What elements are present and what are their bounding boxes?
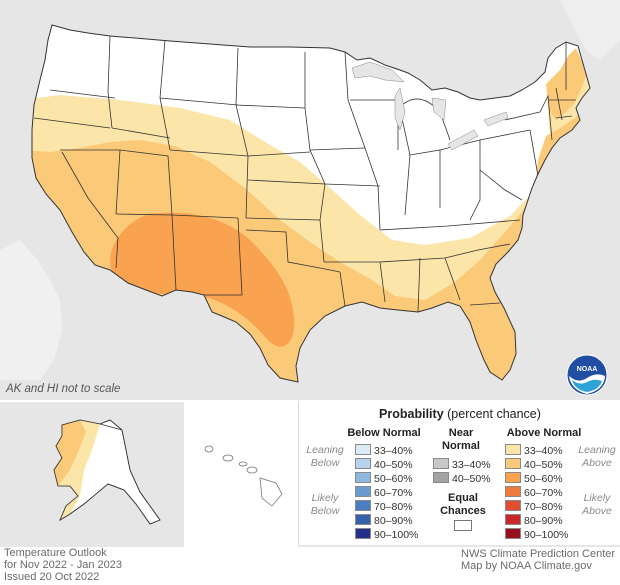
below-normal-swatch bbox=[355, 514, 371, 525]
below-normal-swatch bbox=[355, 458, 371, 469]
below-normal-row: 90–100% bbox=[355, 528, 419, 541]
below-normal-label: 80–90% bbox=[374, 515, 413, 527]
leaning-below-label: Leaning Below bbox=[306, 444, 344, 469]
leaning-above-label: Leaning Above bbox=[578, 444, 616, 469]
hawaii-inset bbox=[186, 401, 298, 547]
caption-issued-date: Issued 20 Oct 2022 bbox=[4, 571, 100, 583]
above-normal-label: 33–40% bbox=[524, 445, 563, 457]
equal-chances-heading-1: Equal bbox=[448, 492, 478, 504]
canada-east-land bbox=[560, 0, 620, 60]
above-normal-label: 90–100% bbox=[524, 529, 569, 541]
credit-line-1: NWS Climate Prediction Center bbox=[461, 548, 616, 560]
above-normal-row: 80–90% bbox=[505, 514, 563, 527]
above-normal-heading: Above Normal bbox=[506, 427, 582, 439]
below-normal-heading: Below Normal bbox=[347, 427, 421, 439]
above-normal-swatch bbox=[505, 472, 521, 483]
above-normal-swatch bbox=[505, 486, 521, 497]
below-normal-label: 60–70% bbox=[374, 487, 413, 499]
caption-line-1: Temperature Outlook bbox=[4, 547, 107, 559]
lake-superior bbox=[351, 61, 405, 83]
below-normal-label: 70–80% bbox=[374, 501, 413, 513]
near-normal-row: 33–40% bbox=[433, 458, 491, 471]
lake-michigan bbox=[394, 87, 406, 131]
near-normal-heading-2: Normal bbox=[442, 440, 480, 452]
equal-chances-heading-2: Chances bbox=[440, 505, 486, 517]
below-normal-swatch bbox=[355, 500, 371, 511]
hawaii-islands bbox=[204, 445, 283, 507]
below-normal-row: 33–40% bbox=[355, 444, 413, 457]
above-normal-label: 80–90% bbox=[524, 515, 563, 527]
below-normal-row: 40–50% bbox=[355, 458, 413, 471]
near-normal-label: 33–40% bbox=[452, 459, 491, 471]
above-normal-row: 70–80% bbox=[505, 500, 563, 513]
state-boundaries bbox=[33, 35, 576, 313]
below-normal-swatch bbox=[355, 472, 371, 483]
noaa-logo-text: NOAA bbox=[577, 366, 598, 373]
below-normal-row: 80–90% bbox=[355, 514, 413, 527]
below-normal-label: 40–50% bbox=[374, 459, 413, 471]
above-normal-swatch bbox=[505, 444, 521, 455]
below-normal-swatch bbox=[355, 444, 371, 455]
above-normal-label: 40–50% bbox=[524, 459, 563, 471]
below-normal-row: 50–60% bbox=[355, 472, 413, 485]
pacific-ocean-area bbox=[0, 240, 62, 380]
outlook-caption: Temperature Outlook for Nov 2022 - Jan 2… bbox=[4, 547, 122, 583]
near-normal-label: 40–50% bbox=[452, 473, 491, 485]
above-normal-swatch bbox=[505, 514, 521, 525]
likely-above-label: Likely Above bbox=[582, 492, 612, 517]
above-normal-row: 40–50% bbox=[505, 458, 563, 471]
likely-below-label: Likely Below bbox=[310, 492, 340, 517]
above-normal-swatch bbox=[505, 528, 521, 539]
near-normal-heading-1: Near bbox=[448, 427, 474, 439]
above-normal-label: 50–60% bbox=[524, 473, 563, 485]
above-normal-label: 70–80% bbox=[524, 501, 563, 513]
lake-ontario bbox=[483, 111, 509, 127]
above-normal-row: 90–100% bbox=[505, 528, 569, 541]
below-normal-swatch bbox=[355, 528, 371, 539]
above-normal-row: 60–70% bbox=[505, 486, 563, 499]
below-normal-swatch bbox=[355, 486, 371, 497]
credit-caption: NWS Climate Prediction Center Map by NOA… bbox=[461, 548, 615, 572]
below-normal-label: 90–100% bbox=[374, 529, 419, 541]
conus-outline bbox=[31, 24, 591, 383]
probability-legend: Probability (percent chance) Below Norma… bbox=[298, 401, 620, 545]
legend-title: Probability (percent chance) bbox=[379, 407, 541, 421]
lake-huron bbox=[431, 97, 447, 121]
lake-erie bbox=[447, 129, 479, 151]
equal-chances-swatch bbox=[454, 520, 472, 531]
below-normal-row: 60–70% bbox=[355, 486, 413, 499]
above-normal-swatch bbox=[505, 458, 521, 469]
near-normal-swatch bbox=[433, 472, 449, 483]
above-normal-swatch bbox=[505, 500, 521, 511]
below-normal-row: 70–80% bbox=[355, 500, 413, 513]
above-normal-row: 33–40% bbox=[505, 444, 563, 457]
below-normal-label: 50–60% bbox=[374, 473, 413, 485]
near-normal-swatch bbox=[433, 458, 449, 469]
above-normal-label: 60–70% bbox=[524, 487, 563, 499]
credit-line-2: Map by NOAA Climate.gov bbox=[461, 560, 592, 572]
region-above-50-60 bbox=[110, 212, 295, 347]
caption-line-2: for Nov 2022 - Jan 2023 bbox=[4, 559, 123, 571]
below-normal-label: 33–40% bbox=[374, 445, 413, 457]
above-normal-row: 50–60% bbox=[505, 472, 563, 485]
near-normal-row: 40–50% bbox=[433, 472, 491, 485]
scale-note: AK and HI not to scale bbox=[6, 383, 121, 395]
noaa-logo-icon: NOAA bbox=[566, 354, 608, 401]
